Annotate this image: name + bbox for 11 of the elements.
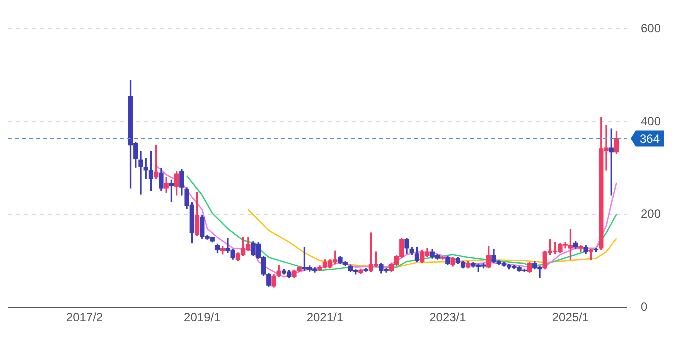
x-tick-label: 2019/1 (184, 310, 222, 324)
y-tick-label: 200 (640, 207, 662, 222)
x-tick-label: 2017/2 (66, 310, 104, 324)
x-tick-label: 2025/1 (552, 310, 590, 324)
candlestick (138, 150, 144, 195)
y-tick-label: 400 (640, 114, 662, 128)
y-tick-label: 0 (640, 300, 648, 314)
x-tick-label: 2023/1 (430, 310, 467, 324)
x-tick-label: 2021/1 (306, 310, 344, 324)
y-tick-label: 600 (640, 22, 662, 36)
ref-line-label: 364 (640, 132, 660, 146)
